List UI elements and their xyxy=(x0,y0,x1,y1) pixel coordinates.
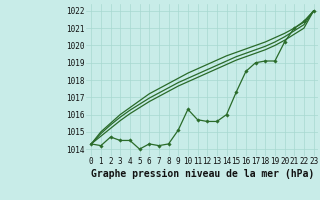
X-axis label: Graphe pression niveau de la mer (hPa): Graphe pression niveau de la mer (hPa) xyxy=(91,169,314,179)
